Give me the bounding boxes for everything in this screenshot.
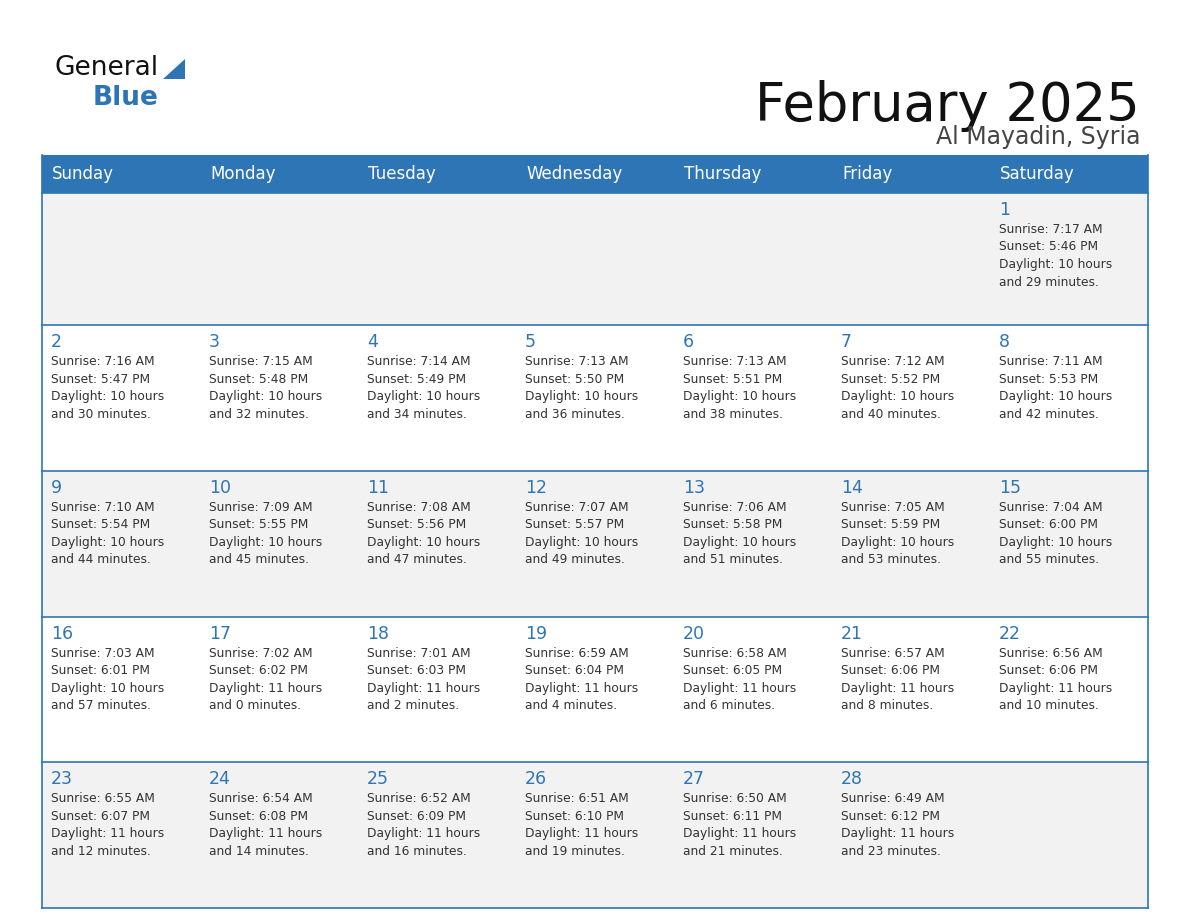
Text: Sunrise: 7:05 AM
Sunset: 5:59 PM
Daylight: 10 hours
and 53 minutes.: Sunrise: 7:05 AM Sunset: 5:59 PM Dayligh… xyxy=(841,501,954,566)
Text: Sunrise: 7:08 AM
Sunset: 5:56 PM
Daylight: 10 hours
and 47 minutes.: Sunrise: 7:08 AM Sunset: 5:56 PM Dayligh… xyxy=(367,501,480,566)
Text: Friday: Friday xyxy=(842,165,892,183)
Text: Sunrise: 7:03 AM
Sunset: 6:01 PM
Daylight: 10 hours
and 57 minutes.: Sunrise: 7:03 AM Sunset: 6:01 PM Dayligh… xyxy=(51,646,164,712)
Text: Sunrise: 7:06 AM
Sunset: 5:58 PM
Daylight: 10 hours
and 51 minutes.: Sunrise: 7:06 AM Sunset: 5:58 PM Dayligh… xyxy=(683,501,796,566)
Polygon shape xyxy=(163,59,185,79)
Bar xyxy=(42,762,1148,908)
Text: 12: 12 xyxy=(525,479,546,497)
Text: February 2025: February 2025 xyxy=(756,80,1140,132)
Text: 28: 28 xyxy=(841,770,862,789)
Text: 2: 2 xyxy=(51,333,62,352)
Bar xyxy=(42,471,1148,617)
Bar xyxy=(42,617,1148,762)
Bar xyxy=(42,193,1148,325)
Text: Sunrise: 7:04 AM
Sunset: 6:00 PM
Daylight: 10 hours
and 55 minutes.: Sunrise: 7:04 AM Sunset: 6:00 PM Dayligh… xyxy=(999,501,1112,566)
Text: 15: 15 xyxy=(999,479,1020,497)
Bar xyxy=(42,325,1148,471)
Text: Sunday: Sunday xyxy=(52,165,114,183)
Text: Sunrise: 6:54 AM
Sunset: 6:08 PM
Daylight: 11 hours
and 14 minutes.: Sunrise: 6:54 AM Sunset: 6:08 PM Dayligh… xyxy=(209,792,322,857)
Text: 23: 23 xyxy=(51,770,72,789)
Text: Sunrise: 7:12 AM
Sunset: 5:52 PM
Daylight: 10 hours
and 40 minutes.: Sunrise: 7:12 AM Sunset: 5:52 PM Dayligh… xyxy=(841,355,954,420)
Text: 25: 25 xyxy=(367,770,388,789)
Text: Sunrise: 7:13 AM
Sunset: 5:51 PM
Daylight: 10 hours
and 38 minutes.: Sunrise: 7:13 AM Sunset: 5:51 PM Dayligh… xyxy=(683,355,796,420)
Text: 1: 1 xyxy=(999,201,1010,219)
Text: 3: 3 xyxy=(209,333,220,352)
Text: 22: 22 xyxy=(999,624,1020,643)
Text: Thursday: Thursday xyxy=(684,165,762,183)
Text: 17: 17 xyxy=(209,624,230,643)
Text: Sunrise: 7:11 AM
Sunset: 5:53 PM
Daylight: 10 hours
and 42 minutes.: Sunrise: 7:11 AM Sunset: 5:53 PM Dayligh… xyxy=(999,355,1112,420)
Text: Sunrise: 7:09 AM
Sunset: 5:55 PM
Daylight: 10 hours
and 45 minutes.: Sunrise: 7:09 AM Sunset: 5:55 PM Dayligh… xyxy=(209,501,322,566)
Text: Sunrise: 7:16 AM
Sunset: 5:47 PM
Daylight: 10 hours
and 30 minutes.: Sunrise: 7:16 AM Sunset: 5:47 PM Dayligh… xyxy=(51,355,164,420)
Text: 5: 5 xyxy=(525,333,536,352)
Text: 6: 6 xyxy=(683,333,694,352)
Text: 10: 10 xyxy=(209,479,230,497)
Text: Sunrise: 7:15 AM
Sunset: 5:48 PM
Daylight: 10 hours
and 32 minutes.: Sunrise: 7:15 AM Sunset: 5:48 PM Dayligh… xyxy=(209,355,322,420)
Text: 16: 16 xyxy=(51,624,74,643)
Text: 13: 13 xyxy=(683,479,704,497)
Text: 7: 7 xyxy=(841,333,852,352)
Text: Sunrise: 6:49 AM
Sunset: 6:12 PM
Daylight: 11 hours
and 23 minutes.: Sunrise: 6:49 AM Sunset: 6:12 PM Dayligh… xyxy=(841,792,954,857)
Text: Sunrise: 6:50 AM
Sunset: 6:11 PM
Daylight: 11 hours
and 21 minutes.: Sunrise: 6:50 AM Sunset: 6:11 PM Dayligh… xyxy=(683,792,796,857)
Text: 14: 14 xyxy=(841,479,862,497)
Text: Sunrise: 7:02 AM
Sunset: 6:02 PM
Daylight: 11 hours
and 0 minutes.: Sunrise: 7:02 AM Sunset: 6:02 PM Dayligh… xyxy=(209,646,322,712)
Bar xyxy=(42,155,1148,193)
Text: 27: 27 xyxy=(683,770,704,789)
Text: Sunrise: 6:51 AM
Sunset: 6:10 PM
Daylight: 11 hours
and 19 minutes.: Sunrise: 6:51 AM Sunset: 6:10 PM Dayligh… xyxy=(525,792,638,857)
Text: Wednesday: Wednesday xyxy=(526,165,623,183)
Text: General: General xyxy=(55,55,159,81)
Text: 20: 20 xyxy=(683,624,704,643)
Text: Sunrise: 6:57 AM
Sunset: 6:06 PM
Daylight: 11 hours
and 8 minutes.: Sunrise: 6:57 AM Sunset: 6:06 PM Dayligh… xyxy=(841,646,954,712)
Text: Tuesday: Tuesday xyxy=(368,165,436,183)
Text: Sunrise: 6:55 AM
Sunset: 6:07 PM
Daylight: 11 hours
and 12 minutes.: Sunrise: 6:55 AM Sunset: 6:07 PM Dayligh… xyxy=(51,792,164,857)
Text: Monday: Monday xyxy=(210,165,276,183)
Text: 18: 18 xyxy=(367,624,388,643)
Text: Saturday: Saturday xyxy=(1000,165,1075,183)
Text: 26: 26 xyxy=(525,770,548,789)
Text: Sunrise: 7:14 AM
Sunset: 5:49 PM
Daylight: 10 hours
and 34 minutes.: Sunrise: 7:14 AM Sunset: 5:49 PM Dayligh… xyxy=(367,355,480,420)
Text: 24: 24 xyxy=(209,770,230,789)
Text: Sunrise: 6:52 AM
Sunset: 6:09 PM
Daylight: 11 hours
and 16 minutes.: Sunrise: 6:52 AM Sunset: 6:09 PM Dayligh… xyxy=(367,792,480,857)
Text: Sunrise: 7:10 AM
Sunset: 5:54 PM
Daylight: 10 hours
and 44 minutes.: Sunrise: 7:10 AM Sunset: 5:54 PM Dayligh… xyxy=(51,501,164,566)
Text: Blue: Blue xyxy=(93,85,159,111)
Text: Sunrise: 6:59 AM
Sunset: 6:04 PM
Daylight: 11 hours
and 4 minutes.: Sunrise: 6:59 AM Sunset: 6:04 PM Dayligh… xyxy=(525,646,638,712)
Text: Sunrise: 7:01 AM
Sunset: 6:03 PM
Daylight: 11 hours
and 2 minutes.: Sunrise: 7:01 AM Sunset: 6:03 PM Dayligh… xyxy=(367,646,480,712)
Text: 9: 9 xyxy=(51,479,62,497)
Text: Al Mayadin, Syria: Al Mayadin, Syria xyxy=(935,125,1140,149)
Text: 4: 4 xyxy=(367,333,378,352)
Text: Sunrise: 7:07 AM
Sunset: 5:57 PM
Daylight: 10 hours
and 49 minutes.: Sunrise: 7:07 AM Sunset: 5:57 PM Dayligh… xyxy=(525,501,638,566)
Text: Sunrise: 6:58 AM
Sunset: 6:05 PM
Daylight: 11 hours
and 6 minutes.: Sunrise: 6:58 AM Sunset: 6:05 PM Dayligh… xyxy=(683,646,796,712)
Text: Sunrise: 7:13 AM
Sunset: 5:50 PM
Daylight: 10 hours
and 36 minutes.: Sunrise: 7:13 AM Sunset: 5:50 PM Dayligh… xyxy=(525,355,638,420)
Text: Sunrise: 6:56 AM
Sunset: 6:06 PM
Daylight: 11 hours
and 10 minutes.: Sunrise: 6:56 AM Sunset: 6:06 PM Dayligh… xyxy=(999,646,1112,712)
Text: 21: 21 xyxy=(841,624,862,643)
Text: 11: 11 xyxy=(367,479,388,497)
Text: 8: 8 xyxy=(999,333,1010,352)
Text: 19: 19 xyxy=(525,624,548,643)
Text: Sunrise: 7:17 AM
Sunset: 5:46 PM
Daylight: 10 hours
and 29 minutes.: Sunrise: 7:17 AM Sunset: 5:46 PM Dayligh… xyxy=(999,223,1112,288)
